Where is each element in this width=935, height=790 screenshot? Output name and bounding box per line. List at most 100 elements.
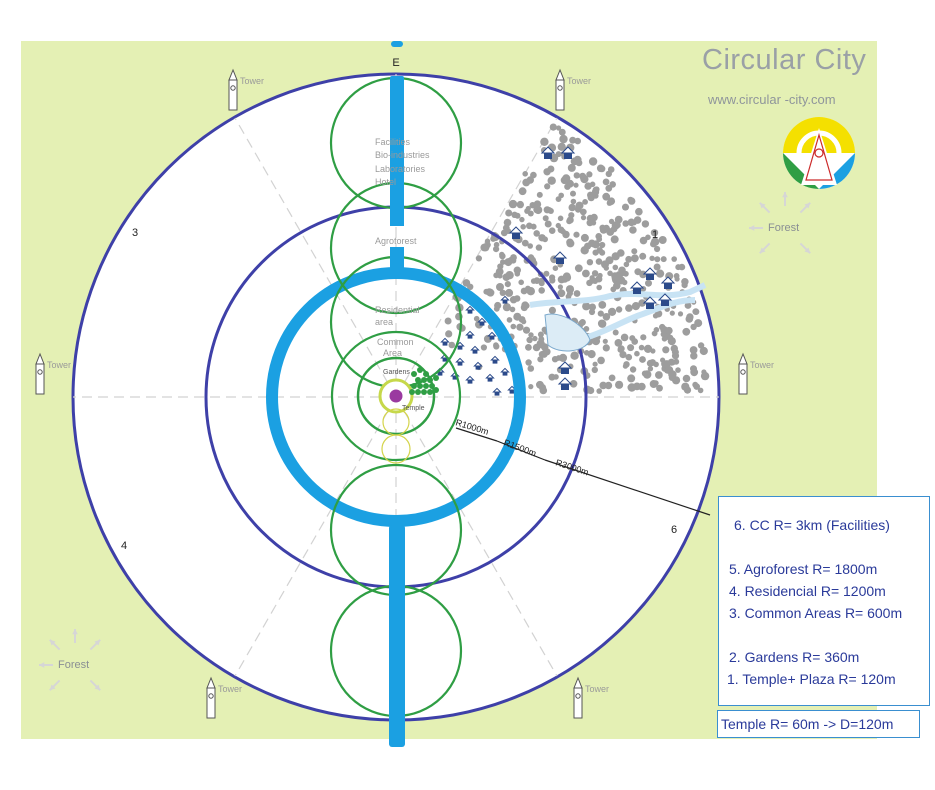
forest-tree — [582, 199, 588, 205]
house — [552, 251, 568, 264]
forest-tree — [573, 182, 579, 188]
forest-tree — [573, 231, 580, 238]
tower: Tower — [573, 676, 609, 719]
garden-trees — [409, 367, 439, 395]
forest-tree — [598, 319, 607, 328]
forest-tree — [444, 317, 452, 325]
forest-tree — [548, 227, 556, 234]
forest-tree — [508, 199, 518, 209]
forest-tree — [625, 255, 633, 263]
forest-tree — [532, 335, 538, 342]
forest-arrow-head — [759, 247, 766, 254]
forest-tree — [677, 311, 684, 317]
forest-tree — [514, 271, 521, 277]
legend-item-3: 3. Common Areas R= 600m — [729, 605, 903, 621]
forest-tree — [610, 235, 619, 244]
forest-tree — [496, 283, 504, 291]
forest-tree — [588, 157, 598, 166]
forest-tree — [467, 283, 474, 290]
forest-tree — [516, 323, 524, 331]
forest-tree — [518, 316, 526, 323]
house — [500, 367, 510, 376]
tower-label: Tower — [218, 684, 242, 694]
tower: Tower — [35, 352, 71, 395]
forest-tree — [682, 374, 691, 383]
forest-tree — [548, 306, 557, 314]
garden-tree — [423, 371, 429, 377]
forest-tree — [547, 165, 555, 173]
forest-arrow-head — [49, 639, 56, 646]
forest-tree — [641, 370, 648, 377]
garden-tree — [421, 377, 427, 383]
house — [465, 305, 475, 314]
forest-tree — [486, 288, 495, 297]
forest-arrow-head — [782, 192, 788, 198]
brand-title: Circular City — [702, 44, 867, 76]
forest-tree — [493, 272, 500, 279]
forest-tree — [475, 255, 482, 262]
common-label-1: Common — [377, 337, 414, 347]
garden-tree — [417, 367, 423, 373]
forest-tree — [573, 290, 581, 297]
facilities-line-3: Laboratories — [375, 164, 426, 174]
forest-tree — [622, 220, 629, 227]
small-circle-2 — [381, 434, 411, 464]
forest-tree — [586, 171, 593, 178]
forest-tree — [595, 258, 603, 265]
forest-tree — [668, 370, 677, 379]
forest-tree — [525, 344, 532, 351]
forest-tree — [656, 384, 663, 392]
forest-tree — [521, 301, 529, 310]
house — [629, 281, 645, 294]
forest-tree — [509, 306, 516, 313]
towers: Tower Tower Tower Tower Tower Tower — [35, 68, 774, 719]
forest-tree — [670, 344, 678, 353]
tower: Tower — [228, 68, 264, 111]
forest-tree — [623, 361, 630, 368]
legend-item-6: 6. CC R= 3km (Facilities) — [734, 517, 890, 533]
forest-tree — [613, 281, 621, 290]
house — [657, 293, 673, 306]
tower: Tower — [738, 352, 774, 395]
forest-tree — [480, 243, 489, 252]
forest-tree — [566, 218, 573, 225]
forest-tree — [625, 353, 633, 361]
forest-tree — [503, 218, 512, 227]
forest-tree — [526, 176, 534, 184]
forest-tree — [505, 209, 513, 217]
legend-item-1: 1. Temple+ Plaza R= 120m — [727, 671, 896, 687]
house — [455, 357, 465, 366]
forest-tree — [587, 386, 595, 395]
garden-tree — [421, 389, 427, 395]
forest-tree — [656, 269, 665, 278]
forest-tree — [661, 336, 668, 342]
tower-label: Tower — [750, 360, 774, 370]
forest-tree — [598, 301, 607, 309]
forest-tree — [525, 285, 531, 292]
forest-tree — [699, 346, 708, 356]
radius-lines — [455, 427, 711, 516]
forest-arrow-head — [72, 629, 78, 635]
forest-tree — [684, 302, 692, 309]
forest-tree — [448, 341, 456, 349]
forest-tree — [586, 219, 594, 227]
forest-tree — [596, 236, 603, 243]
forest-tree — [580, 233, 589, 242]
forest-tree — [588, 303, 597, 311]
forest-tree — [573, 172, 580, 179]
forest-tree — [633, 216, 642, 224]
forest-tree — [568, 203, 576, 212]
forest-label-west: Forest — [58, 659, 89, 671]
forest-tree — [629, 226, 637, 234]
forest-tree — [597, 356, 605, 365]
forest-tree — [631, 254, 639, 263]
forest-tree — [565, 285, 575, 294]
forest-tree — [547, 176, 556, 185]
forest-tree — [499, 289, 506, 296]
forest-tree — [544, 183, 551, 190]
forest-tree — [525, 359, 532, 366]
forest-tree — [622, 203, 629, 211]
forest-arrow-head — [749, 225, 755, 231]
forest-tree — [640, 334, 647, 341]
